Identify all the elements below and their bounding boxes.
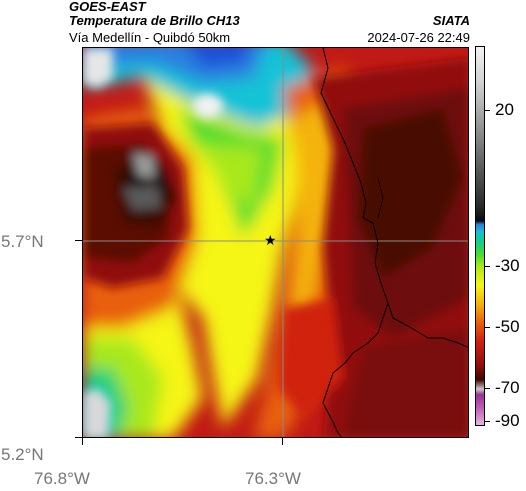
lat-label-2: 5.2°N bbox=[1, 445, 44, 464]
colorbar-label-minus50: -50 bbox=[495, 317, 520, 336]
colorbar-tick bbox=[485, 266, 490, 267]
lon-tick bbox=[282, 438, 283, 445]
colorbar-tick bbox=[485, 110, 490, 111]
lon-label-2: 76.3°W bbox=[245, 469, 301, 488]
colorbar-tick bbox=[485, 327, 490, 328]
lat-tick bbox=[75, 240, 82, 241]
river-line bbox=[377, 177, 384, 219]
agency-label: SIATA bbox=[432, 13, 470, 28]
lon-label-1: 76.8°W bbox=[34, 469, 90, 488]
department-boundary-south bbox=[322, 302, 389, 437]
lat-tick bbox=[75, 437, 82, 438]
colorbar-label-20: 20 bbox=[495, 100, 514, 119]
product-title: Temperatura de Brillo CH13 bbox=[69, 13, 240, 28]
route-subtitle: Vía Medellín - Quibdó 50km bbox=[69, 30, 231, 45]
star-icon: ★ bbox=[264, 233, 277, 249]
department-boundary bbox=[320, 48, 468, 348]
lat-label-1: 5.7°N bbox=[1, 232, 44, 251]
colorbar-label-minus70: -70 bbox=[495, 378, 520, 397]
brightness-temperature-map: ★ bbox=[82, 47, 469, 438]
colorbar-tick bbox=[485, 388, 490, 389]
satellite-title: GOES-EAST bbox=[69, 0, 146, 14]
temperature-colorbar bbox=[475, 46, 485, 426]
map-raster: ★ bbox=[83, 48, 468, 437]
colorbar-tick bbox=[485, 421, 490, 422]
colorbar-label-minus90: -90 bbox=[495, 411, 520, 430]
colorbar-label-minus30: -30 bbox=[495, 256, 520, 275]
lon-tick bbox=[82, 438, 83, 445]
datetime-label: 2024-07-26 22:49 bbox=[367, 30, 470, 45]
